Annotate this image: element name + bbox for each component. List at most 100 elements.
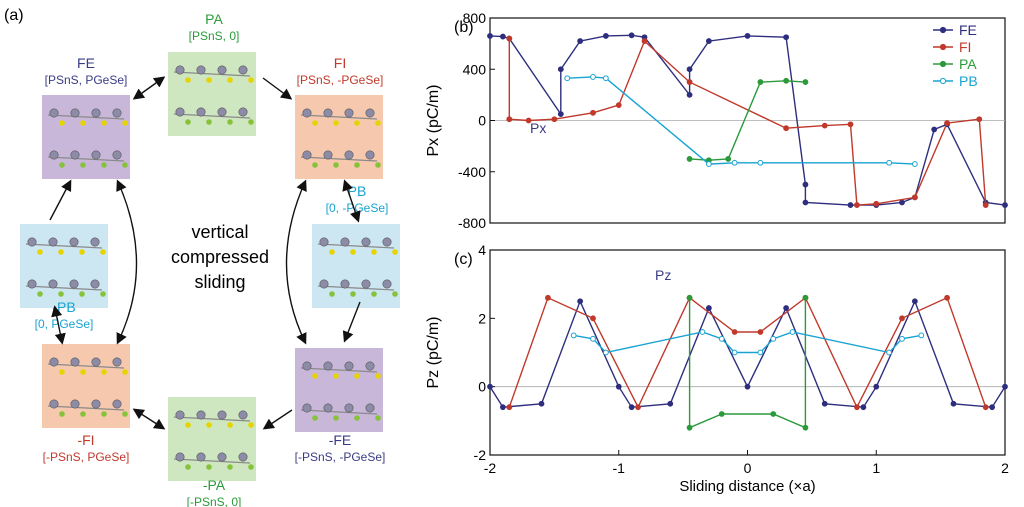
sn-ge-atom: [217, 65, 227, 75]
data-point-fe: [667, 400, 674, 407]
data-point-fi: [982, 404, 989, 411]
s-se-atom: [227, 119, 233, 125]
data-point-pa: [686, 424, 693, 431]
bond-line: [300, 409, 378, 415]
bond-line: [47, 114, 125, 120]
sn-ge-atom: [319, 279, 329, 289]
y-axis-label: Px (pC/m): [425, 85, 442, 157]
s-se-atom: [354, 415, 360, 421]
series-line-fe: [489, 299, 1006, 408]
x-tick-label: 1: [872, 460, 880, 476]
sn-ge-atom: [323, 361, 333, 371]
sn-ge-atom: [69, 279, 79, 289]
s-se-atom: [37, 249, 43, 255]
sn-ge-atom: [302, 361, 312, 371]
center-text-line2: compressed: [171, 247, 269, 267]
data-point-fe: [538, 400, 545, 407]
state-box-bg: [20, 224, 108, 308]
sn-ge-atom: [70, 399, 80, 409]
data-point-fe: [744, 383, 751, 390]
s-se-atom: [206, 119, 212, 125]
state-name: -PA: [203, 477, 226, 493]
s-se-atom: [59, 369, 65, 375]
bond-line: [173, 458, 251, 464]
sn-ge-atom: [344, 150, 354, 160]
data-point-pa: [686, 294, 693, 301]
data-point-pb: [705, 161, 712, 167]
state-minus-pb: -PB[0, PGeSe]: [20, 224, 108, 331]
y-tick-label: 0: [478, 113, 486, 129]
bond-line: [25, 243, 103, 249]
bond-line: [317, 285, 395, 291]
data-point-fi: [506, 35, 513, 42]
s-se-atom: [37, 291, 43, 297]
data-point-pa: [686, 156, 693, 162]
y-tick-label: 0: [478, 379, 486, 395]
sn-ge-atom: [302, 403, 312, 413]
state-boxes: FE [PSnS, PGeSe] PA [PSnS, 0] FI [PSnS, -PGeS…: [20, 11, 400, 507]
x-tick-label: -2: [484, 460, 497, 476]
data-point-fi: [551, 116, 558, 123]
sn-ge-atom: [27, 237, 37, 247]
state-box-bg: [42, 95, 130, 179]
inset-label: Pz: [655, 267, 671, 283]
s-se-atom: [248, 77, 254, 83]
data-point-fi: [635, 404, 641, 411]
s-se-atom: [185, 422, 191, 428]
data-point-fe: [686, 91, 693, 98]
s-se-atom: [206, 464, 212, 470]
sn-ge-atom: [238, 410, 248, 420]
data-point-pb: [886, 349, 893, 356]
sn-ge-atom: [196, 107, 206, 117]
data-point-fi: [944, 294, 950, 301]
bond-line: [25, 285, 103, 291]
s-se-atom: [58, 249, 64, 255]
sn-ge-atom: [70, 150, 80, 160]
sn-ge-atom: [361, 279, 371, 289]
x-tick-label: 0: [744, 460, 752, 476]
data-point-fe: [783, 305, 790, 311]
sn-ge-atom: [27, 279, 37, 289]
data-point-fi: [783, 125, 790, 132]
sn-ge-atom: [196, 410, 206, 420]
sn-ge-atom: [361, 237, 371, 247]
y-tick-label: -800: [458, 215, 486, 231]
panel-a: (a) FE [PSnS, PGeSe] PA [PSnS, 0] FI [PSnS, -…: [4, 7, 400, 507]
data-point-fi: [847, 121, 854, 128]
data-point-pb: [757, 349, 764, 356]
s-se-atom: [333, 162, 339, 168]
state-name: FE: [77, 55, 95, 71]
sn-ge-atom: [112, 399, 122, 409]
state-name: -FE: [329, 432, 352, 448]
sn-ge-atom: [49, 399, 59, 409]
panel-label: (b): [454, 19, 474, 36]
legend-marker: [939, 43, 947, 51]
arrow-pb-mfe: [342, 301, 361, 343]
sn-ge-atom: [175, 452, 185, 462]
series-line-pa: [689, 80, 806, 161]
sn-ge-atom: [112, 150, 122, 160]
data-point-fi: [899, 315, 905, 322]
bond-line: [300, 114, 378, 120]
state-box-bg: [42, 344, 130, 428]
series-line-pb: [573, 331, 922, 354]
data-point-pa: [725, 156, 732, 162]
s-se-atom: [312, 162, 318, 168]
state-polarization: [0, -PGeSe]: [326, 201, 389, 215]
s-se-atom: [59, 411, 65, 417]
sn-ge-atom: [323, 108, 333, 118]
s-se-atom: [101, 120, 107, 126]
data-point-fe: [628, 404, 635, 411]
state-fe: FE [PSnS, PGeSe]: [42, 55, 130, 179]
sn-ge-atom: [382, 237, 392, 247]
sn-ge-atom: [70, 357, 80, 367]
s-se-atom: [375, 120, 381, 126]
s-se-atom: [206, 77, 212, 83]
s-se-atom: [101, 411, 107, 417]
data-point-fi: [757, 329, 764, 335]
s-se-atom: [248, 464, 254, 470]
s-se-atom: [79, 291, 85, 297]
bond-line: [300, 156, 378, 162]
bond-line: [173, 113, 251, 119]
